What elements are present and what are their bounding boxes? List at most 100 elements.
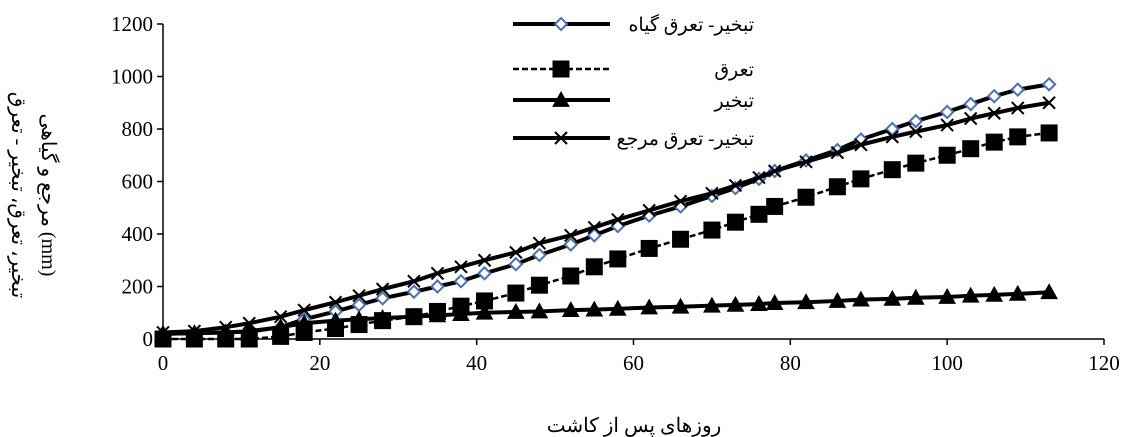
data-point (726, 213, 744, 231)
data-point (939, 104, 955, 120)
x-marker-stroke (673, 194, 688, 208)
data-point (705, 186, 719, 201)
data-point (242, 316, 256, 330)
y-axis-title: تبخیر، تعرق، تبخیر - تعرق مرجع و گیاهی (… (7, 92, 60, 298)
legend-item-1: تبخیر- تعرق گیاه (513, 13, 754, 36)
data-point (611, 212, 625, 227)
data-point (938, 287, 957, 304)
data-point (375, 290, 390, 306)
x-marker-stroke (297, 303, 311, 317)
x-marker-stroke (885, 130, 899, 144)
data-point (799, 155, 813, 169)
data-point (640, 239, 658, 257)
data-point (563, 237, 579, 252)
data-point (1008, 284, 1027, 301)
data-point (373, 308, 392, 325)
x-marker-stroke (963, 111, 978, 126)
x-marker-stroke (767, 164, 782, 178)
data-point (797, 293, 815, 310)
data-point (963, 96, 979, 112)
data-point (562, 267, 580, 285)
data-point (906, 288, 925, 305)
data-point (508, 256, 524, 272)
data-point (750, 205, 768, 223)
x-marker-stroke (187, 324, 202, 338)
data-point (672, 230, 690, 248)
data-point (405, 307, 423, 324)
legend-item-4: تبخیر- تعرق مرجع (513, 129, 754, 150)
data-point (452, 305, 470, 321)
y-tick-label: 800 (122, 117, 154, 141)
data-point (453, 273, 469, 289)
x-marker-stroke (1011, 101, 1025, 115)
data-point (326, 311, 345, 328)
x-marker-stroke (611, 212, 625, 227)
data-point (187, 324, 202, 338)
data-point (728, 178, 743, 193)
x-marker-stroke (705, 186, 719, 201)
x-marker-stroke (454, 260, 468, 274)
x-marker-stroke (587, 220, 601, 235)
data-point (828, 178, 846, 196)
y-axis-title-line-2: مرجع و گیاهی (mm) (37, 114, 60, 277)
data-point (240, 322, 259, 339)
data-point (852, 170, 870, 188)
x-marker-stroke (477, 253, 492, 267)
y-tick-label: 200 (122, 275, 154, 299)
data-point (350, 310, 368, 327)
data-point (1042, 96, 1056, 110)
data-point (854, 138, 868, 152)
data-point (726, 295, 745, 312)
legend-item-3: تبخیر (513, 90, 754, 112)
x-marker-stroke (407, 274, 421, 288)
data-point (564, 228, 578, 243)
data-point (703, 296, 721, 313)
data-point (609, 250, 627, 268)
series-layer (154, 76, 1058, 348)
x-marker-stroke (430, 266, 445, 281)
x-marker-stroke (752, 170, 766, 185)
data-point (507, 302, 525, 319)
x-tick-label: 120 (1088, 351, 1120, 375)
data-point (828, 291, 847, 308)
x-marker-stroke (242, 316, 256, 330)
data-point (852, 290, 870, 307)
x-marker-stroke (1042, 96, 1056, 110)
data-point (752, 170, 766, 185)
data-point (219, 320, 233, 334)
data-point (454, 260, 468, 274)
data-point (477, 265, 492, 281)
legend-marker (552, 90, 570, 107)
data-point (985, 133, 1003, 151)
data-point (883, 289, 902, 306)
data-point (765, 294, 784, 310)
data-point (908, 113, 924, 129)
x-marker-stroke (854, 138, 868, 152)
data-point (509, 245, 523, 260)
data-point (962, 140, 980, 158)
x-tick-label: 60 (623, 351, 644, 375)
data-point (608, 299, 627, 316)
data-point (703, 221, 721, 239)
data-point (295, 314, 313, 331)
x-tick-label: 80 (780, 351, 801, 375)
x-tick-label: 100 (931, 351, 963, 375)
data-point (907, 154, 925, 172)
data-point (1011, 101, 1025, 115)
data-point (1040, 124, 1058, 142)
data-point (375, 282, 390, 296)
data-point (586, 227, 602, 243)
data-point (475, 303, 494, 320)
data-point (640, 298, 659, 315)
data-point (352, 288, 366, 303)
x-marker-stroke (532, 236, 547, 250)
data-point (428, 306, 447, 323)
y-axis-title-line-1: تبخیر، تعرق، تبخیر - تعرق (7, 92, 29, 298)
data-point (766, 197, 784, 215)
data-point (750, 295, 768, 311)
data-point (1010, 82, 1026, 98)
data-point (407, 274, 421, 288)
data-point (530, 302, 549, 319)
data-point (963, 111, 978, 126)
